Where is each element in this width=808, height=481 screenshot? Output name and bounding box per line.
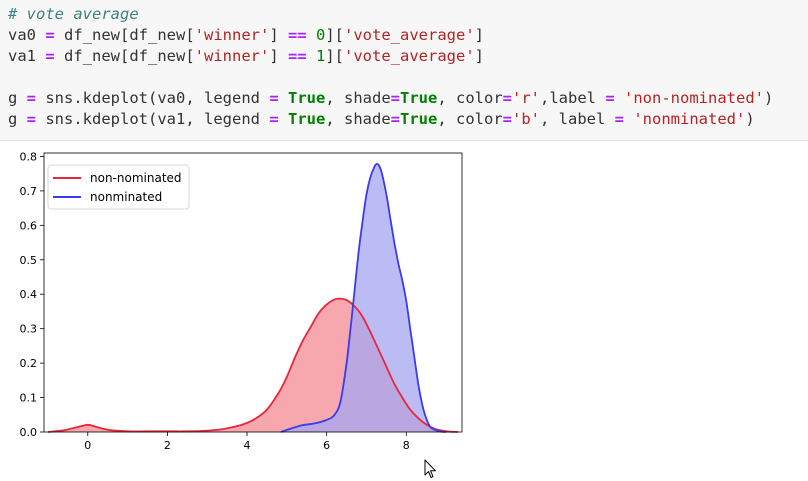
- code-token: 1: [316, 47, 326, 65]
- y-tick-label: 0.1: [20, 392, 38, 405]
- code-token: 'r': [512, 89, 540, 107]
- code-token: =: [502, 110, 512, 128]
- y-tick-label: 0.6: [20, 219, 38, 232]
- chart-legend: non-nominated nonminated: [47, 164, 190, 210]
- code-token: =: [26, 89, 37, 107]
- density-line-non-nominated: [47, 297, 459, 433]
- cell-output: 0 2 4 6 8 0.0 0.1 0.2 0.3 0.4 0.5 0.6 0.7 0.8 non-no…: [0, 141, 808, 478]
- y-tick-label: 0.8: [20, 150, 38, 163]
- legend-box: [47, 164, 190, 210]
- y-tick-label: 0.0: [20, 426, 38, 439]
- code-token: 'vote_average': [344, 26, 475, 44]
- y-tick-label: 0.2: [20, 357, 38, 370]
- code-line: g = sns.kdeplot(va1, legend = True, shad…: [8, 109, 755, 130]
- code-cell[interactable]: # vote average va0 = df_new[df_new['winne…: [0, 0, 808, 141]
- code-token: # vote average: [8, 5, 139, 23]
- code-token: =: [45, 47, 55, 65]
- x-axis: 0 2 4 6 8: [84, 432, 410, 452]
- x-tick-label: 6: [323, 439, 330, 452]
- code-token: , shade: [325, 110, 391, 128]
- code-token: va1: [8, 47, 46, 65]
- code-token: 'winner': [194, 26, 270, 44]
- plot-frame: [43, 152, 463, 433]
- code-token: 'b': [512, 110, 540, 128]
- code-token: 'nonminated': [633, 110, 746, 128]
- legend-label: nonminated: [90, 190, 162, 204]
- code-token: ,label: [540, 89, 606, 107]
- code-token: df_new[df_new[: [54, 26, 195, 44]
- code-token: [624, 110, 633, 128]
- x-tick-label: 0: [84, 439, 91, 452]
- code-token: g: [8, 110, 27, 128]
- code-token: =: [502, 89, 512, 107]
- code-token: , label: [540, 110, 615, 128]
- code-token: 'vote_average': [344, 47, 475, 65]
- code-token: [307, 26, 316, 44]
- code-token: df_new[df_new[: [54, 47, 195, 65]
- code-token: 0: [316, 26, 326, 44]
- x-tick-label: 4: [244, 439, 251, 452]
- code-line: va0 = df_new[df_new['winner'] == 0]['vot…: [8, 25, 484, 46]
- x-tick-label: 8: [403, 439, 410, 452]
- code-token: [307, 47, 316, 65]
- code-token: va0: [8, 26, 46, 44]
- code-token: 'non-nominated': [624, 89, 764, 107]
- code-token: [279, 110, 288, 128]
- code-token: =: [614, 110, 624, 128]
- x-tick-label: 2: [164, 439, 171, 452]
- code-token: =: [269, 89, 279, 107]
- code-token: =: [390, 110, 400, 128]
- code-token: , color: [437, 110, 503, 128]
- code-token: sns.kdeplot(va0, legend: [36, 89, 270, 107]
- kde-plot: 0 2 4 6 8 0.0 0.1 0.2 0.3 0.4 0.5 0.6 0.7 0.8 non-no…: [20, 150, 463, 452]
- code-token: ]: [269, 47, 288, 65]
- code-token: True: [400, 89, 438, 107]
- code-token: ==: [287, 47, 307, 65]
- y-axis: 0.0 0.1 0.2 0.3 0.4 0.5 0.6 0.7 0.8: [20, 150, 44, 439]
- code-token: ]: [474, 47, 485, 65]
- y-tick-label: 0.4: [20, 288, 38, 301]
- code-token: =: [26, 110, 37, 128]
- code-token: [279, 89, 288, 107]
- code-token: [615, 89, 624, 107]
- code-token: True: [288, 110, 326, 128]
- y-tick-label: 0.5: [20, 254, 38, 267]
- mouse-pointer-icon: [424, 459, 436, 478]
- code-line: g = sns.kdeplot(va0, legend = True, shad…: [8, 88, 773, 109]
- code-token: ][: [325, 26, 345, 44]
- code-token: 'winner': [194, 47, 270, 65]
- code-token: ]: [269, 26, 288, 44]
- code-token: ]: [474, 26, 485, 44]
- code-token: ==: [287, 26, 307, 44]
- density-line-nonminated: [280, 162, 447, 433]
- code-token: g: [8, 89, 27, 107]
- code-token: ][: [325, 47, 345, 65]
- code-token: , shade: [325, 89, 391, 107]
- code-token: =: [605, 89, 615, 107]
- code-token: =: [390, 89, 400, 107]
- code-token: ): [745, 110, 755, 128]
- code-token: , color: [437, 89, 503, 107]
- code-token: sns.kdeplot(va1, legend: [36, 110, 270, 128]
- density-fills: [48, 163, 458, 432]
- density-fill-nonminated: [280, 163, 447, 432]
- code-line: va1 = df_new[df_new['winner'] == 1]['vot…: [8, 46, 484, 67]
- code-token: True: [288, 89, 326, 107]
- code-token: True: [400, 110, 438, 128]
- legend-label: non-nominated: [90, 171, 182, 185]
- code-token: ): [764, 89, 774, 107]
- code-line: # vote average: [8, 4, 139, 25]
- code-token: =: [269, 110, 279, 128]
- y-tick-label: 0.7: [20, 185, 38, 198]
- y-tick-label: 0.3: [20, 323, 38, 336]
- density-lines: [47, 162, 459, 433]
- code-token: =: [45, 26, 55, 44]
